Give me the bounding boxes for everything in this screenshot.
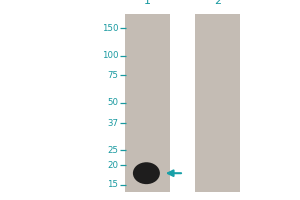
Bar (195, 14, 240, 192)
Text: 25: 25 (107, 146, 118, 155)
Text: 150: 150 (102, 24, 119, 33)
Text: 100: 100 (102, 51, 119, 60)
Text: 15: 15 (107, 180, 118, 189)
Text: 1: 1 (143, 0, 151, 6)
Text: 37: 37 (107, 119, 118, 128)
Text: 75: 75 (107, 71, 118, 80)
Text: 20: 20 (107, 161, 118, 170)
Ellipse shape (133, 162, 160, 184)
Text: 2: 2 (214, 0, 221, 6)
Text: 50: 50 (107, 98, 118, 107)
Bar (124, 14, 170, 192)
